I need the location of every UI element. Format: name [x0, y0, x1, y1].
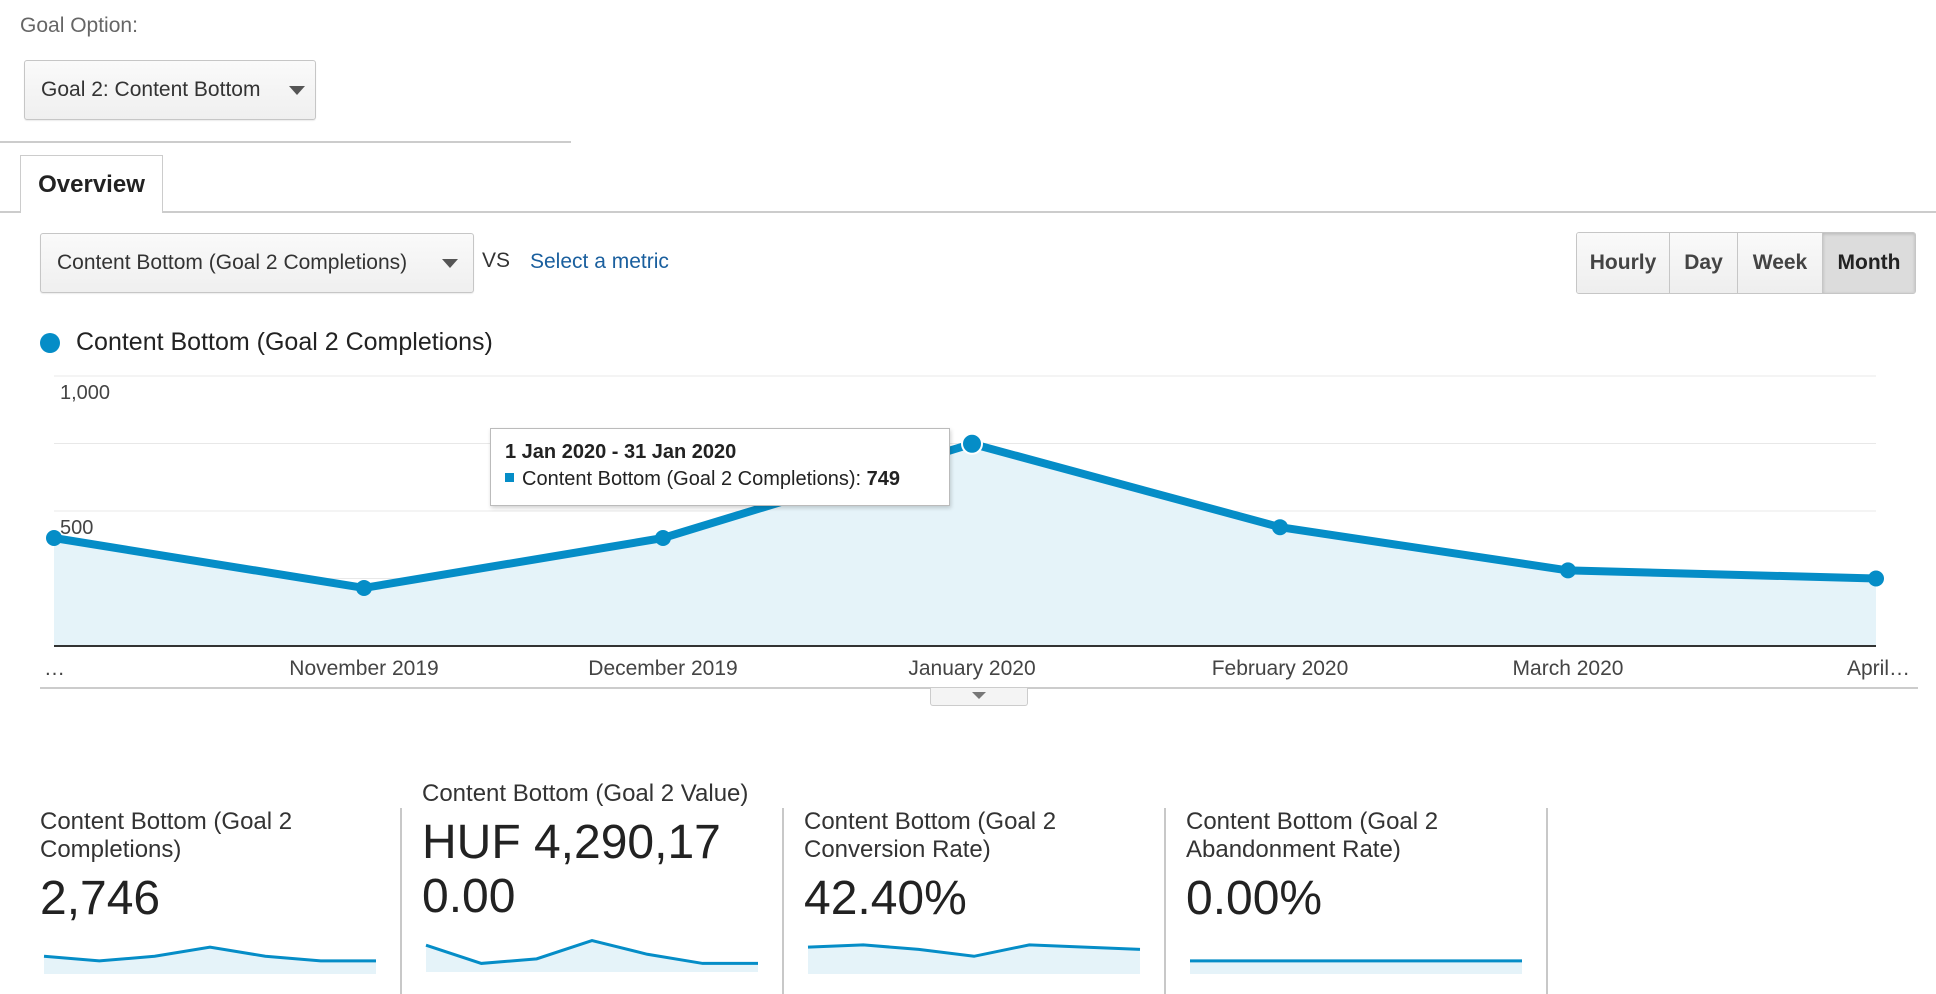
period-day-button[interactable]: Day — [1670, 233, 1738, 293]
scorecard-divider — [782, 808, 784, 994]
metric-selected: Content Bottom (Goal 2 Completions) — [57, 251, 408, 274]
select-metric-link[interactable]: Select a metric — [530, 250, 669, 273]
chevron-down-icon — [972, 692, 986, 699]
tooltip-value: 749 — [866, 468, 900, 490]
period-month-button[interactable]: Month — [1823, 233, 1915, 293]
chart-collapse-handle[interactable] — [930, 688, 1028, 706]
data-point[interactable] — [961, 432, 983, 455]
period-week-button[interactable]: Week — [1738, 233, 1823, 293]
scorecard-divider — [1546, 808, 1548, 994]
vs-label: VS — [482, 249, 511, 272]
line-chart[interactable]: 1,000 500 … November 2019 December 2019 Janua… — [0, 370, 1936, 690]
data-point[interactable] — [1272, 519, 1288, 536]
tab-overview[interactable]: Overview — [20, 155, 163, 213]
scorecard-value: 42.40% — [804, 872, 967, 925]
scorecard-divider — [400, 808, 402, 994]
x-tick-label: … — [44, 657, 65, 680]
tooltip-title: 1 Jan 2020 - 31 Jan 2020 — [505, 441, 737, 463]
sparkline-area — [808, 944, 1140, 974]
tooltip-series-label: Content Bottom (Goal 2 Completions): — [522, 468, 862, 490]
scorecard-completions[interactable]: Content Bottom (Goal 2 Completions) 2,74… — [40, 800, 390, 994]
y-tick-label: 1,000 — [60, 382, 110, 404]
sparkline-line — [807, 943, 1141, 958]
x-tick-label: April… — [1847, 657, 1910, 680]
sparkline-area — [426, 940, 758, 972]
period-hourly-button[interactable]: Hourly — [1577, 233, 1670, 293]
period-toggle-group: Hourly Day Week Month — [1576, 232, 1916, 294]
scorecard-divider — [1164, 808, 1166, 994]
legend-series-dot-icon — [40, 333, 60, 353]
scorecard-value: 2,746 — [40, 872, 161, 925]
sparkline-area — [1190, 960, 1522, 974]
data-point[interactable] — [46, 530, 62, 546]
sparkline-line — [425, 939, 758, 965]
x-tick-label: December 2019 — [588, 657, 737, 680]
x-tick-label: February 2020 — [1212, 657, 1349, 680]
goal-option-dropdown[interactable]: Goal 2: Content Bottom — [24, 60, 316, 120]
goal-option-divider — [0, 141, 571, 143]
data-point[interactable] — [1868, 570, 1884, 587]
scorecard-title: Content Bottom (Goal 2 Completions) — [40, 808, 293, 863]
scorecard-title: Content Bottom (Goal 2 Abandonment Rate) — [1186, 808, 1439, 863]
scorecard-abandonment-rate[interactable]: Content Bottom (Goal 2 Abandonment Rate)… — [1186, 800, 1546, 994]
scorecard-conversion-rate[interactable]: Content Bottom (Goal 2 Conversion Rate) … — [804, 800, 1164, 994]
y-tick-label: 500 — [60, 517, 93, 539]
goal-option-selected: Goal 2: Content Bottom — [41, 78, 261, 101]
tab-bar-divider — [0, 211, 1936, 213]
x-tick-label: January 2020 — [908, 657, 1035, 680]
sparkline-area — [44, 947, 376, 974]
x-tick-label: March 2020 — [1513, 657, 1624, 680]
metric-dropdown[interactable]: Content Bottom (Goal 2 Completions) — [40, 233, 474, 293]
scorecard-value: 0.00% — [1186, 872, 1323, 925]
data-point[interactable] — [1560, 562, 1576, 579]
scorecard-value-huf[interactable]: Content Bottom (Goal 2 Value) HUF 4,290,… — [422, 780, 782, 994]
x-tick-label: November 2019 — [289, 657, 438, 680]
series-square-icon — [505, 473, 514, 483]
chart-tooltip: 1 Jan 2020 - 31 Jan 2020 Content Bottom … — [490, 428, 950, 506]
data-point[interactable] — [655, 530, 671, 546]
scorecard-sparkline — [1190, 959, 1522, 974]
scorecard-title: Content Bottom (Goal 2 Value) — [422, 780, 749, 807]
sparkline-line — [43, 945, 376, 963]
scorecard-sparkline — [807, 943, 1141, 974]
scorecard-sparkline — [43, 945, 376, 974]
tooltip-row: Content Bottom (Goal 2 Completions): 749 — [505, 468, 935, 491]
series-area — [54, 443, 1876, 646]
scorecard-value: HUF 4,290,170.00 — [422, 816, 721, 923]
scorecard-sparkline — [425, 939, 758, 972]
chevron-down-icon — [289, 86, 305, 95]
scorecard-title: Content Bottom (Goal 2 Conversion Rate) — [804, 808, 1057, 863]
chevron-down-icon — [442, 259, 458, 268]
data-point[interactable] — [356, 579, 372, 596]
legend-series-label[interactable]: Content Bottom (Goal 2 Completions) — [76, 328, 493, 356]
goal-option-label: Goal Option: — [20, 14, 138, 37]
